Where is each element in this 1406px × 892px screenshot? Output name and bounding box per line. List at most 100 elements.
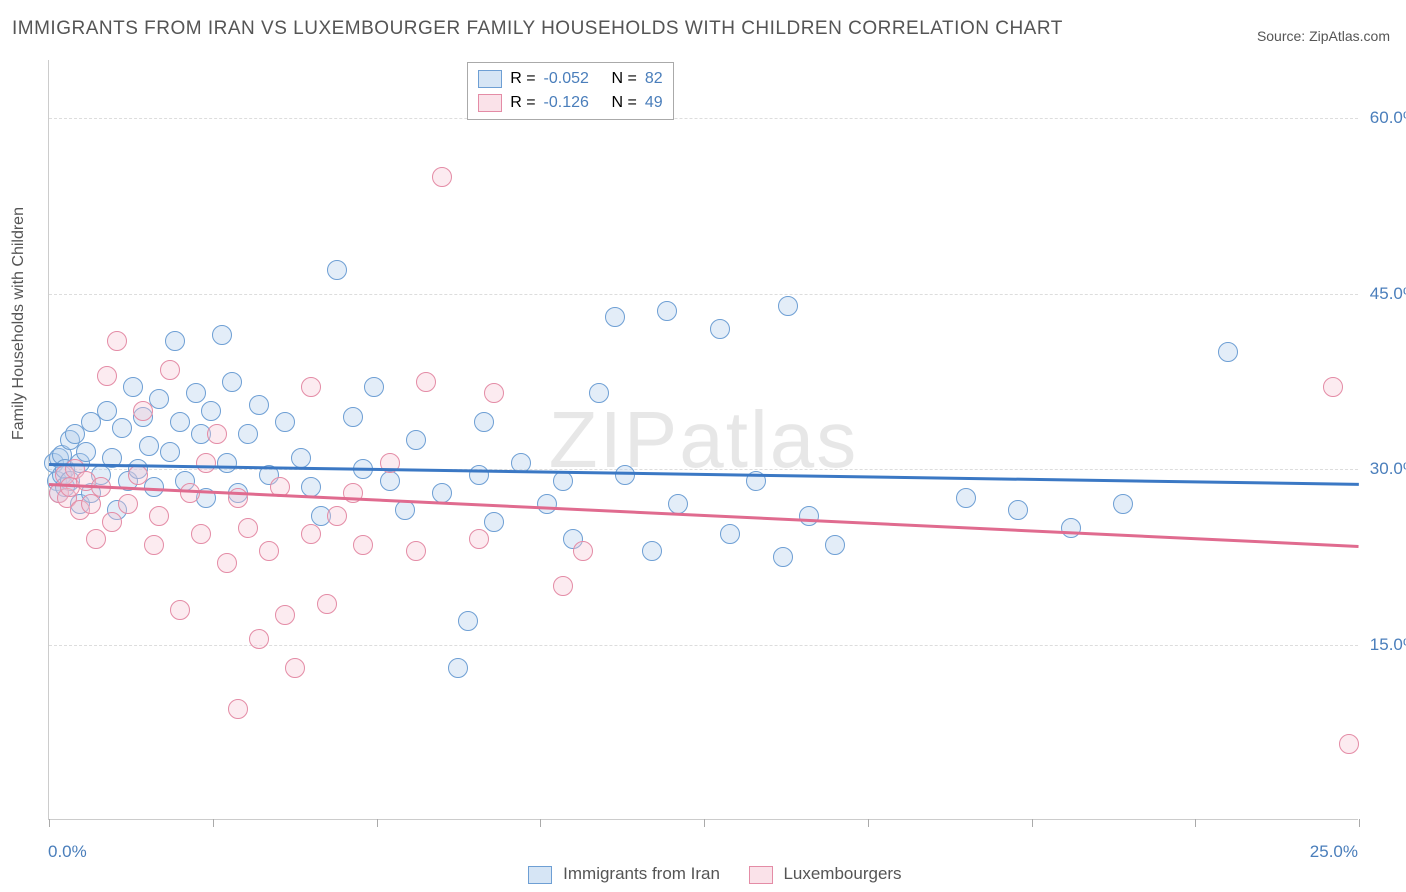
stats-legend: R =-0.052N =82R =-0.126N =49: [467, 62, 673, 120]
data-point: [825, 535, 845, 555]
r-label: R =: [510, 67, 535, 91]
data-point: [406, 430, 426, 450]
data-point: [458, 611, 478, 631]
data-point: [228, 699, 248, 719]
x-axis-min-label: 0.0%: [48, 842, 87, 862]
data-point: [275, 412, 295, 432]
data-point: [642, 541, 662, 561]
data-point: [238, 424, 258, 444]
x-tick: [1032, 819, 1033, 827]
data-point: [259, 541, 279, 561]
data-point: [180, 483, 200, 503]
data-point: [573, 541, 593, 561]
data-point: [416, 372, 436, 392]
data-point: [474, 412, 494, 432]
y-tick-label: 30.0%: [1363, 459, 1406, 479]
data-point: [773, 547, 793, 567]
data-point: [207, 424, 227, 444]
data-point: [81, 494, 101, 514]
trend-line-iran: [49, 463, 1359, 485]
x-tick: [213, 819, 214, 827]
data-point: [238, 518, 258, 538]
data-point: [123, 377, 143, 397]
data-point: [395, 500, 415, 520]
legend-swatch-iran: [528, 866, 552, 884]
data-point: [249, 395, 269, 415]
data-point: [170, 412, 190, 432]
data-point: [553, 471, 573, 491]
data-point: [97, 366, 117, 386]
data-point: [217, 453, 237, 473]
x-tick: [377, 819, 378, 827]
n-label: N =: [612, 67, 637, 91]
legend-swatch: [478, 70, 502, 88]
r-value: -0.126: [544, 91, 604, 115]
stats-legend-row: R =-0.052N =82: [478, 67, 662, 91]
data-point: [160, 442, 180, 462]
r-label: R =: [510, 91, 535, 115]
source-prefix: Source:: [1257, 28, 1309, 44]
data-point: [720, 524, 740, 544]
data-point: [605, 307, 625, 327]
data-point: [317, 594, 337, 614]
data-point: [128, 465, 148, 485]
chart-title: IMMIGRANTS FROM IRAN VS LUXEMBOURGER FAM…: [12, 18, 1063, 40]
data-point: [139, 436, 159, 456]
data-point: [76, 442, 96, 462]
y-axis-label: Family Households with Children: [10, 207, 28, 440]
data-point: [149, 506, 169, 526]
data-point: [217, 553, 237, 573]
data-point: [353, 535, 373, 555]
data-point: [191, 524, 211, 544]
data-point: [469, 465, 489, 485]
data-point: [186, 383, 206, 403]
data-point: [589, 383, 609, 403]
data-point: [469, 529, 489, 549]
data-point: [1323, 377, 1343, 397]
x-tick: [868, 819, 869, 827]
data-point: [275, 605, 295, 625]
gridline: [49, 469, 1358, 470]
data-point: [484, 512, 504, 532]
data-point: [196, 453, 216, 473]
data-point: [212, 325, 232, 345]
data-point: [301, 524, 321, 544]
data-point: [170, 600, 190, 620]
data-point: [657, 301, 677, 321]
stats-legend-row: R = -0.126 N = 49: [478, 91, 662, 115]
plot-area: ZIPatlas 15.0%30.0%45.0%60.0%: [48, 60, 1358, 820]
data-point: [406, 541, 426, 561]
data-point: [118, 494, 138, 514]
data-point: [956, 488, 976, 508]
n-label: N =: [612, 91, 637, 115]
n-value: 82: [645, 67, 663, 91]
data-point: [1113, 494, 1133, 514]
data-point: [1218, 342, 1238, 362]
gridline: [49, 118, 1358, 119]
x-tick: [704, 819, 705, 827]
data-point: [291, 448, 311, 468]
x-tick: [1195, 819, 1196, 827]
legend-swatch-lux: [749, 866, 773, 884]
data-point: [201, 401, 221, 421]
chart-container: IMMIGRANTS FROM IRAN VS LUXEMBOURGER FAM…: [0, 0, 1406, 892]
data-point: [249, 629, 269, 649]
data-point: [1008, 500, 1028, 520]
legend-label-lux: Luxembourgers: [783, 864, 901, 883]
data-point: [112, 418, 132, 438]
data-point: [160, 360, 180, 380]
source-name: ZipAtlas.com: [1309, 28, 1390, 44]
data-point: [484, 383, 504, 403]
data-point: [97, 401, 117, 421]
data-point: [778, 296, 798, 316]
y-tick-label: 60.0%: [1363, 108, 1406, 128]
x-tick: [1359, 819, 1360, 827]
data-point: [222, 372, 242, 392]
n-value: 49: [645, 91, 663, 115]
legend-label-iran: Immigrants from Iran: [563, 864, 720, 883]
y-tick-label: 45.0%: [1363, 284, 1406, 304]
data-point: [553, 576, 573, 596]
data-point: [1061, 518, 1081, 538]
data-point: [107, 331, 127, 351]
legend-swatch: [478, 94, 502, 112]
